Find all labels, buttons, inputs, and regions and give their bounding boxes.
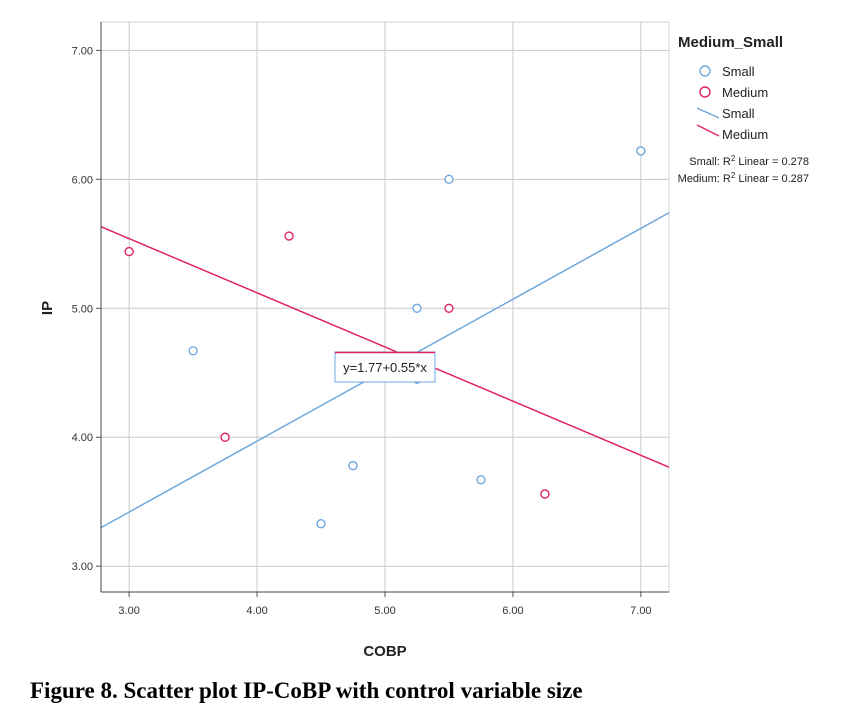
legend-line-medium <box>696 124 720 137</box>
legend-marker-medium <box>699 86 711 98</box>
equation-label: y=1.77+0.55*x <box>343 360 427 375</box>
point-small <box>444 174 454 185</box>
axis-ticks: 3.00 4.00 5.00 6.00 7.00 3.00 4.00 5.00 6.00 7.00 <box>72 22 669 617</box>
r2-label-small: Small: R2 Linear = 0.278 <box>689 154 809 169</box>
x-tick-label: 5.00 <box>374 605 395 617</box>
legend-label-medium: Medium <box>722 85 768 100</box>
r2-label-medium: Medium: R2 Linear = 0.287 <box>678 171 809 186</box>
legend-marker-small <box>699 65 711 77</box>
legend: Medium_Small Small Medium Small Medium S… <box>678 34 809 185</box>
x-tick-label: 4.00 <box>246 605 267 617</box>
y-tick-label: 3.00 <box>72 561 93 573</box>
x-tick-label: 7.00 <box>630 605 651 617</box>
point-small <box>348 460 358 471</box>
fit-line-medium <box>100 226 670 468</box>
y-axis-title: IP <box>39 301 56 315</box>
point-medium <box>284 231 294 241</box>
figure-caption: Figure 8. Scatter plot IP-CoBP with cont… <box>30 678 583 703</box>
y-tick-label: 6.00 <box>72 174 93 186</box>
legend-line-small <box>696 107 720 119</box>
point-small <box>476 475 486 485</box>
legend-line-label-small: Small <box>722 106 755 121</box>
scatter-chart: 3.00 4.00 5.00 6.00 7.00 3.00 4.00 5.00 6.00 7.00… <box>39 21 809 660</box>
y-tick-label: 7.00 <box>72 45 93 57</box>
point-small <box>636 146 646 156</box>
legend-title: Medium_Small <box>678 34 783 51</box>
point-medium <box>124 246 134 257</box>
point-small <box>188 346 198 356</box>
x-tick-label: 6.00 <box>502 605 523 617</box>
legend-label-small: Small <box>722 64 755 79</box>
point-small <box>412 303 422 313</box>
equation-box: y=1.77+0.55*x <box>334 351 436 383</box>
y-tick-label: 5.00 <box>72 303 93 315</box>
y-tick-label: 4.00 <box>72 432 93 444</box>
legend-line-label-medium: Medium <box>722 127 768 142</box>
x-axis-title: COBP <box>363 643 406 660</box>
data-points <box>124 146 646 529</box>
point-medium <box>444 303 454 313</box>
point-medium <box>220 432 230 442</box>
grid-lines <box>100 21 670 593</box>
point-small <box>316 518 326 529</box>
x-tick-label: 3.00 <box>118 605 139 617</box>
point-medium <box>540 489 550 499</box>
